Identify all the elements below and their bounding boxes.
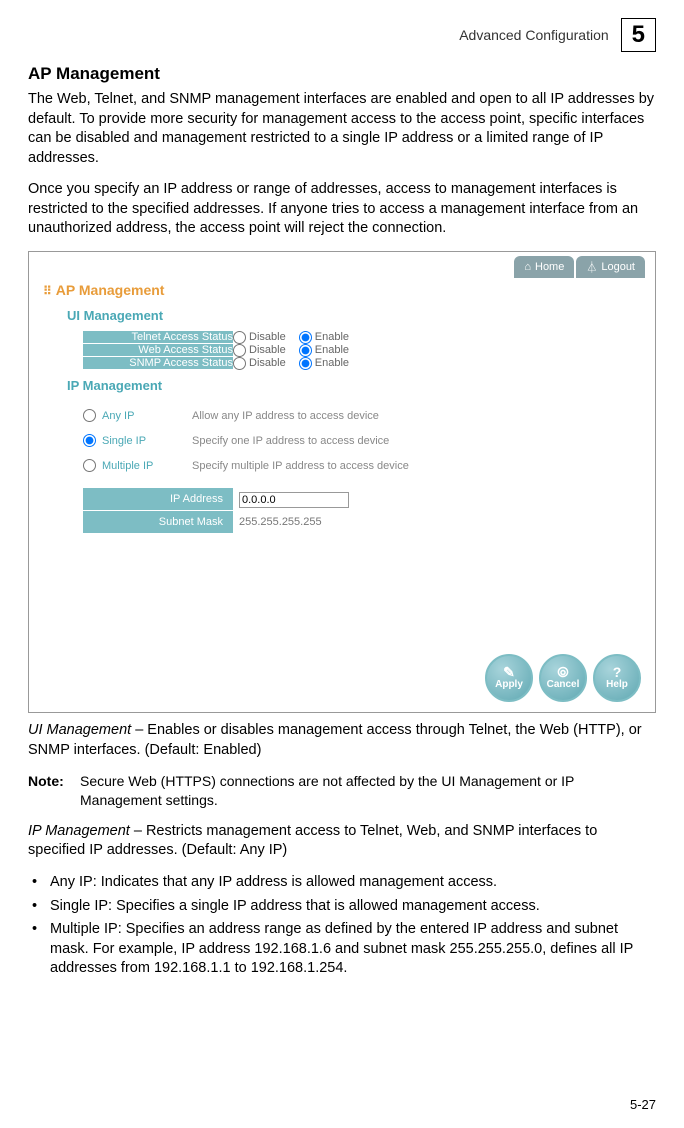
multiple-ip-option[interactable]: Multiple IP Specify multiple IP address … — [83, 453, 641, 478]
cancel-label: Cancel — [547, 679, 580, 690]
any-ip-option[interactable]: Any IP Allow any IP address to access de… — [83, 403, 641, 428]
logout-icon: ⏃ — [586, 259, 597, 275]
help-button[interactable]: ? Help — [593, 654, 641, 702]
note-text: Secure Web (HTTPS) connections are not a… — [80, 772, 656, 810]
subnet-mask-value: 255.255.255.255 — [233, 511, 349, 534]
web-label: Web Access Status — [83, 344, 233, 357]
ap-management-screenshot: ⌂ Home ⏃ Logout AP Management UI Managem… — [28, 251, 656, 713]
web-enable-option[interactable]: Enable — [299, 344, 349, 356]
apply-button[interactable]: ✎ Apply — [485, 654, 533, 702]
ui-management-table: Telnet Access Status Disable Enable Web … — [83, 331, 359, 371]
intro-para-2: Once you specify an IP address or range … — [28, 180, 656, 239]
logout-label: Logout — [601, 261, 635, 273]
panel-title: AP Management — [43, 282, 641, 298]
ui-management-heading: UI Management — [67, 308, 641, 323]
cancel-button[interactable]: ⦾ Cancel — [539, 654, 587, 702]
page-number: 5-27 — [630, 1097, 656, 1112]
page-title: AP Management — [28, 64, 656, 84]
apply-icon: ✎ — [503, 665, 515, 679]
note-label: Note: — [28, 772, 80, 810]
any-ip-desc: Allow any IP address to access device — [192, 410, 379, 422]
telnet-enable-option[interactable]: Enable — [299, 331, 349, 343]
single-ip-radio[interactable] — [83, 434, 96, 447]
snmp-row: SNMP Access Status Disable Enable — [83, 357, 359, 370]
help-icon: ? — [613, 665, 622, 679]
breadcrumb: Advanced Configuration — [459, 27, 608, 43]
intro-para-1: The Web, Telnet, and SNMP management int… — [28, 90, 656, 168]
snmp-disable-option[interactable]: Disable — [233, 357, 286, 369]
top-nav: ⌂ Home ⏃ Logout — [514, 256, 645, 278]
home-tab[interactable]: ⌂ Home — [514, 256, 574, 278]
any-ip-radio[interactable] — [83, 409, 96, 422]
telnet-disable-option[interactable]: Disable — [233, 331, 286, 343]
note-block: Note: Secure Web (HTTPS) connections are… — [28, 772, 656, 810]
bullet-single-ip: Single IP: Specifies a single IP address… — [32, 897, 656, 917]
ui-mgmt-term: UI Management — [28, 722, 131, 738]
bullet-list: Any IP: Indicates that any IP address is… — [32, 873, 656, 979]
snmp-label: SNMP Access Status — [83, 357, 233, 370]
help-label: Help — [606, 679, 628, 690]
action-buttons: ✎ Apply ⦾ Cancel ? Help — [485, 654, 641, 702]
ip-address-label: IP Address — [83, 488, 233, 511]
logout-tab[interactable]: ⏃ Logout — [576, 256, 645, 278]
web-row: Web Access Status Disable Enable — [83, 344, 359, 357]
ip-management-desc: IP Management – Restricts management acc… — [28, 822, 656, 861]
cancel-icon: ⦾ — [557, 665, 568, 679]
home-label: Home — [535, 261, 564, 273]
web-disable-option[interactable]: Disable — [233, 344, 286, 356]
telnet-label: Telnet Access Status — [83, 331, 233, 344]
home-icon: ⌂ — [524, 261, 531, 273]
multiple-ip-name: Multiple IP — [102, 460, 192, 472]
ui-management-desc: UI Management – Enables or disables mana… — [28, 721, 656, 760]
multiple-ip-desc: Specify multiple IP address to access de… — [192, 460, 409, 472]
ip-management-heading: IP Management — [67, 378, 641, 393]
snmp-enable-option[interactable]: Enable — [299, 357, 349, 369]
subnet-mask-label: Subnet Mask — [83, 511, 233, 534]
single-ip-option[interactable]: Single IP Specify one IP address to acce… — [83, 428, 641, 453]
bullet-multiple-ip: Multiple IP: Specifies an address range … — [32, 920, 656, 979]
single-ip-desc: Specify one IP address to access device — [192, 435, 389, 447]
ip-mgmt-term: IP Management — [28, 823, 130, 839]
bullet-any-ip: Any IP: Indicates that any IP address is… — [32, 873, 656, 893]
single-ip-name: Single IP — [102, 435, 192, 447]
apply-label: Apply — [495, 679, 523, 690]
multiple-ip-radio[interactable] — [83, 459, 96, 472]
telnet-row: Telnet Access Status Disable Enable — [83, 331, 359, 344]
chapter-number: 5 — [621, 18, 656, 52]
ip-address-input[interactable] — [239, 492, 349, 508]
any-ip-name: Any IP — [102, 410, 192, 422]
ip-fields-table: IP Address Subnet Mask 255.255.255.255 — [83, 488, 349, 534]
ip-options-group: Any IP Allow any IP address to access de… — [83, 403, 641, 478]
page-header: Advanced Configuration 5 — [28, 18, 656, 52]
